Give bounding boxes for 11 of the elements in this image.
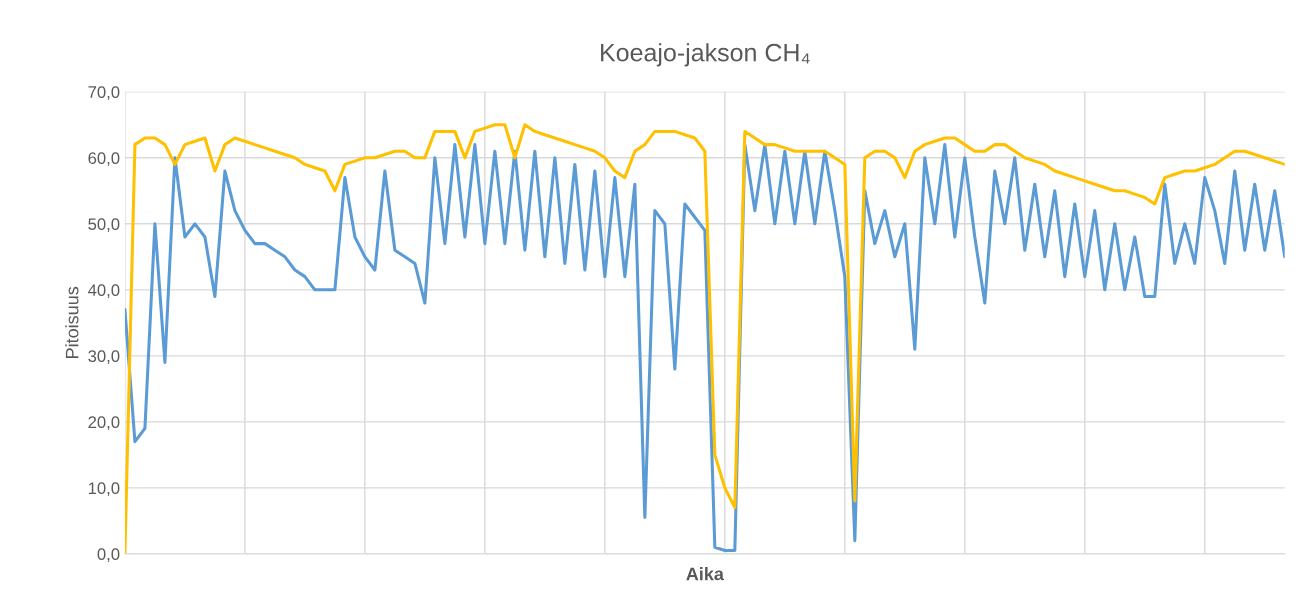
y-tick-label: 60,0 — [88, 152, 120, 166]
y-axis-title: Pitoisuus — [65, 286, 79, 358]
y-tick-label: 50,0 — [88, 218, 120, 232]
y-tick-label: 10,0 — [88, 482, 120, 497]
y-tick-label: 20,0 — [88, 416, 120, 431]
y-tick-label: 70,0 — [88, 86, 120, 100]
x-axis-title: Aika — [686, 567, 725, 581]
chart-title: Koeajo-jakson CH₄ — [601, 43, 810, 67]
y-tick-label: 0,0 — [97, 548, 120, 563]
y-tick-label: 40,0 — [88, 284, 120, 298]
y-tick-label: 30,0 — [88, 350, 120, 365]
